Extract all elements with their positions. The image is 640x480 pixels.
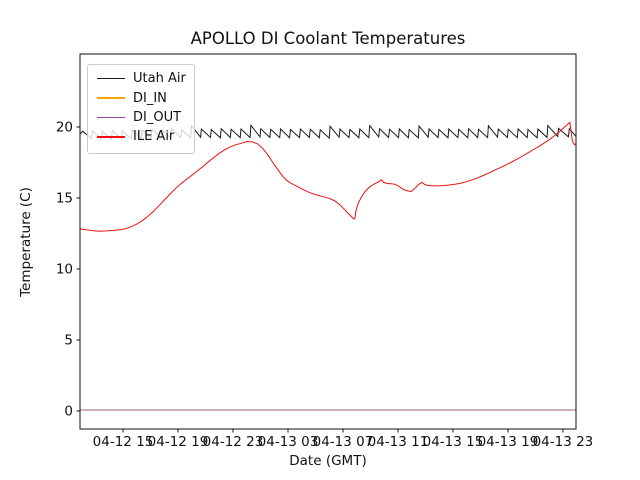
legend-line-sample	[97, 116, 125, 119]
y-tick-label: 15	[56, 190, 73, 206]
legend-line-sample	[97, 97, 125, 99]
y-tick-label: 10	[56, 261, 73, 277]
x-tick-label: 04-12 19	[148, 434, 209, 450]
legend-line-sample	[97, 136, 125, 138]
legend-label: Utah Air	[133, 71, 186, 87]
x-tick-label: 04-13 23	[533, 434, 594, 450]
legend-entry: DI_IN	[97, 88, 186, 107]
x-tick-label: 04-12 15	[93, 434, 154, 450]
legend-line-sample	[97, 77, 125, 80]
legend-label: ILE Air	[133, 129, 175, 145]
axes-spines	[79, 53, 577, 430]
series-line-ile-air	[79, 121, 577, 232]
x-tick-label: 04-13 07	[313, 434, 374, 450]
legend: Utah Air DI_IN DI_OUT ILE Air	[87, 64, 195, 154]
x-tick-label: 04-13 19	[478, 434, 539, 450]
legend-label: DI_IN	[133, 90, 167, 106]
legend-entry: DI_OUT	[97, 108, 186, 127]
x-tick-label: 04-12 23	[203, 434, 264, 450]
x-tick-label: 04-13 15	[423, 434, 484, 450]
x-tick-label: 04-13 11	[368, 434, 429, 450]
chart-title: APOLLO DI Coolant Temperatures	[190, 29, 466, 48]
x-axis-label: Date (GMT)	[289, 453, 367, 469]
x-tick-label: 04-13 03	[258, 434, 319, 450]
y-tick-label: 20	[56, 119, 73, 135]
legend-entry: ILE Air	[97, 127, 186, 146]
legend-entry: Utah Air	[97, 69, 186, 88]
legend-label: DI_OUT	[133, 109, 182, 125]
y-axis-label: Temperature (C)	[18, 187, 34, 297]
y-tick-label: 0	[64, 403, 73, 419]
y-tick-label: 5	[64, 332, 73, 348]
